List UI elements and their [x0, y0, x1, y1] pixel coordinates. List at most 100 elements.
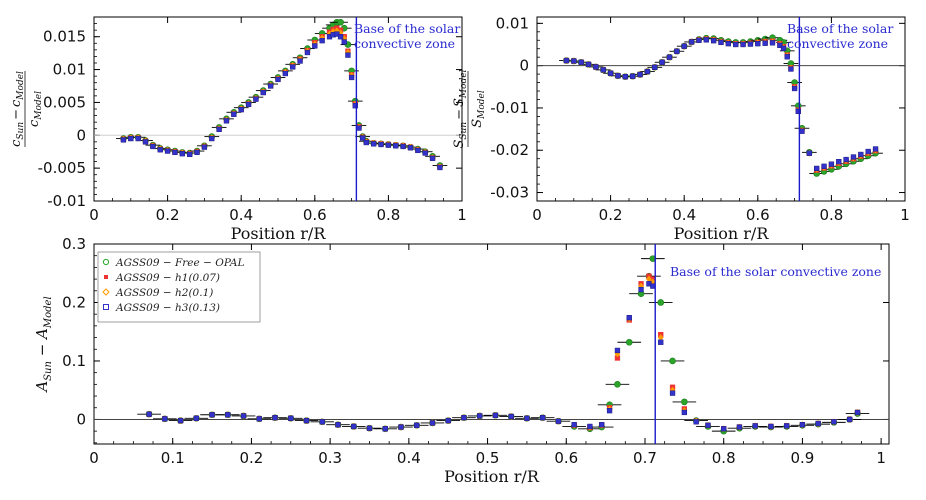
- data-point: [337, 34, 344, 40]
- data-point: [768, 423, 774, 430]
- data-point: [209, 135, 215, 142]
- series-free-opal: [559, 34, 883, 177]
- data-point: [725, 40, 732, 47]
- series-h3: [563, 37, 879, 172]
- data-point: [799, 422, 806, 428]
- data-point: [718, 39, 724, 46]
- y-tick-label: 0.005: [43, 93, 86, 111]
- data-point: [445, 417, 451, 424]
- data-point: [162, 416, 168, 422]
- data-point: [267, 83, 274, 89]
- data-point: [657, 299, 665, 306]
- y-tick-label: -0.02: [490, 141, 529, 159]
- y-axis-title: ASun − AModel: [33, 296, 54, 393]
- x-tick-label: 0.6: [746, 206, 770, 224]
- data-point: [304, 49, 311, 56]
- data-point: [854, 409, 861, 416]
- data-point: [492, 412, 499, 418]
- x-tick-label: 0.4: [672, 206, 696, 224]
- data-point: [393, 143, 399, 149]
- x-tick-label: 0.8: [712, 449, 736, 467]
- data-point: [747, 41, 754, 47]
- data-point: [585, 61, 592, 68]
- data-point: [791, 85, 798, 92]
- data-point: [356, 125, 362, 131]
- data-point: [784, 54, 790, 60]
- legend-label: AGSS09 − h3(0.13): [115, 302, 220, 314]
- data-point: [625, 338, 633, 346]
- x-tick-label: 1: [457, 206, 467, 224]
- convective-zone-label: convective zone: [354, 36, 455, 51]
- data-point: [669, 357, 676, 365]
- data-point: [288, 415, 294, 421]
- data-point: [865, 148, 871, 155]
- legend-marker: [102, 258, 110, 266]
- data-point: [407, 145, 414, 151]
- data-point: [253, 96, 259, 102]
- data-point: [755, 40, 761, 47]
- legend-label: AGSS09 − h2(0.1): [115, 287, 213, 299]
- convective-zone-label: Base of the solar: [354, 21, 460, 36]
- y-tick-label: -0.005: [38, 159, 86, 177]
- data-point: [209, 412, 215, 418]
- x-tick-label: 0.4: [397, 449, 421, 467]
- data-point: [674, 48, 680, 54]
- data-point: [607, 70, 614, 76]
- data-point: [606, 408, 613, 414]
- data-point: [705, 422, 711, 428]
- legend-label: AGSS09 − h1(0.07): [115, 272, 220, 284]
- series-agss09-h3-0-13-: [146, 281, 861, 432]
- data-point: [363, 139, 369, 146]
- data-point: [437, 164, 443, 171]
- data-point: [846, 416, 853, 423]
- x-axis-title: Position r/R: [674, 224, 770, 243]
- x-tick-label: 0.2: [599, 206, 623, 224]
- data-point: [275, 76, 281, 83]
- data-point: [795, 108, 801, 114]
- data-point: [693, 419, 699, 425]
- data-point: [414, 422, 420, 428]
- data-point: [571, 58, 577, 64]
- x-tick-label: 0.9: [790, 449, 814, 467]
- data-point: [337, 18, 344, 26]
- data-point: [335, 422, 341, 428]
- legend-box: [97, 251, 261, 323]
- convective-zone-label: Base of the solar convective zone: [670, 264, 881, 279]
- data-point: [721, 426, 727, 432]
- y-tick-label: 0: [76, 410, 86, 428]
- data-point: [638, 286, 644, 293]
- data-point: [652, 64, 658, 70]
- y-title-numerator: cSun−cModel: [9, 71, 26, 147]
- data-point: [172, 149, 178, 156]
- data-point: [223, 118, 230, 124]
- data-point: [681, 43, 687, 49]
- x-axis-title: Position r/R: [444, 467, 540, 486]
- data-point: [238, 107, 244, 113]
- data-point: [831, 419, 837, 425]
- x-tick-label: 0: [89, 449, 99, 467]
- data-point: [382, 426, 388, 432]
- data-point: [231, 111, 237, 117]
- data-point: [371, 141, 377, 147]
- data-point: [681, 398, 688, 406]
- x-tick-label: 0.2: [156, 206, 180, 224]
- data-point: [120, 137, 127, 143]
- convective-zone-label: convective zone: [787, 36, 888, 51]
- data-point: [193, 415, 199, 421]
- series-h2: [563, 35, 879, 173]
- data-point: [600, 67, 606, 73]
- x-tick-label: 0: [89, 206, 99, 224]
- data-point: [225, 412, 231, 418]
- x-axis-title: Position r/R: [231, 224, 327, 243]
- data-point: [150, 143, 156, 150]
- y-tick-label: 0.1: [62, 352, 86, 370]
- data-point: [843, 156, 849, 163]
- data-point: [319, 38, 325, 44]
- series-h1: [563, 36, 879, 173]
- y-tick-label: -0.01: [490, 99, 529, 117]
- y-tick-label: 0.2: [62, 293, 86, 311]
- data-point: [578, 59, 584, 65]
- data-point: [179, 151, 185, 157]
- data-point: [696, 37, 702, 43]
